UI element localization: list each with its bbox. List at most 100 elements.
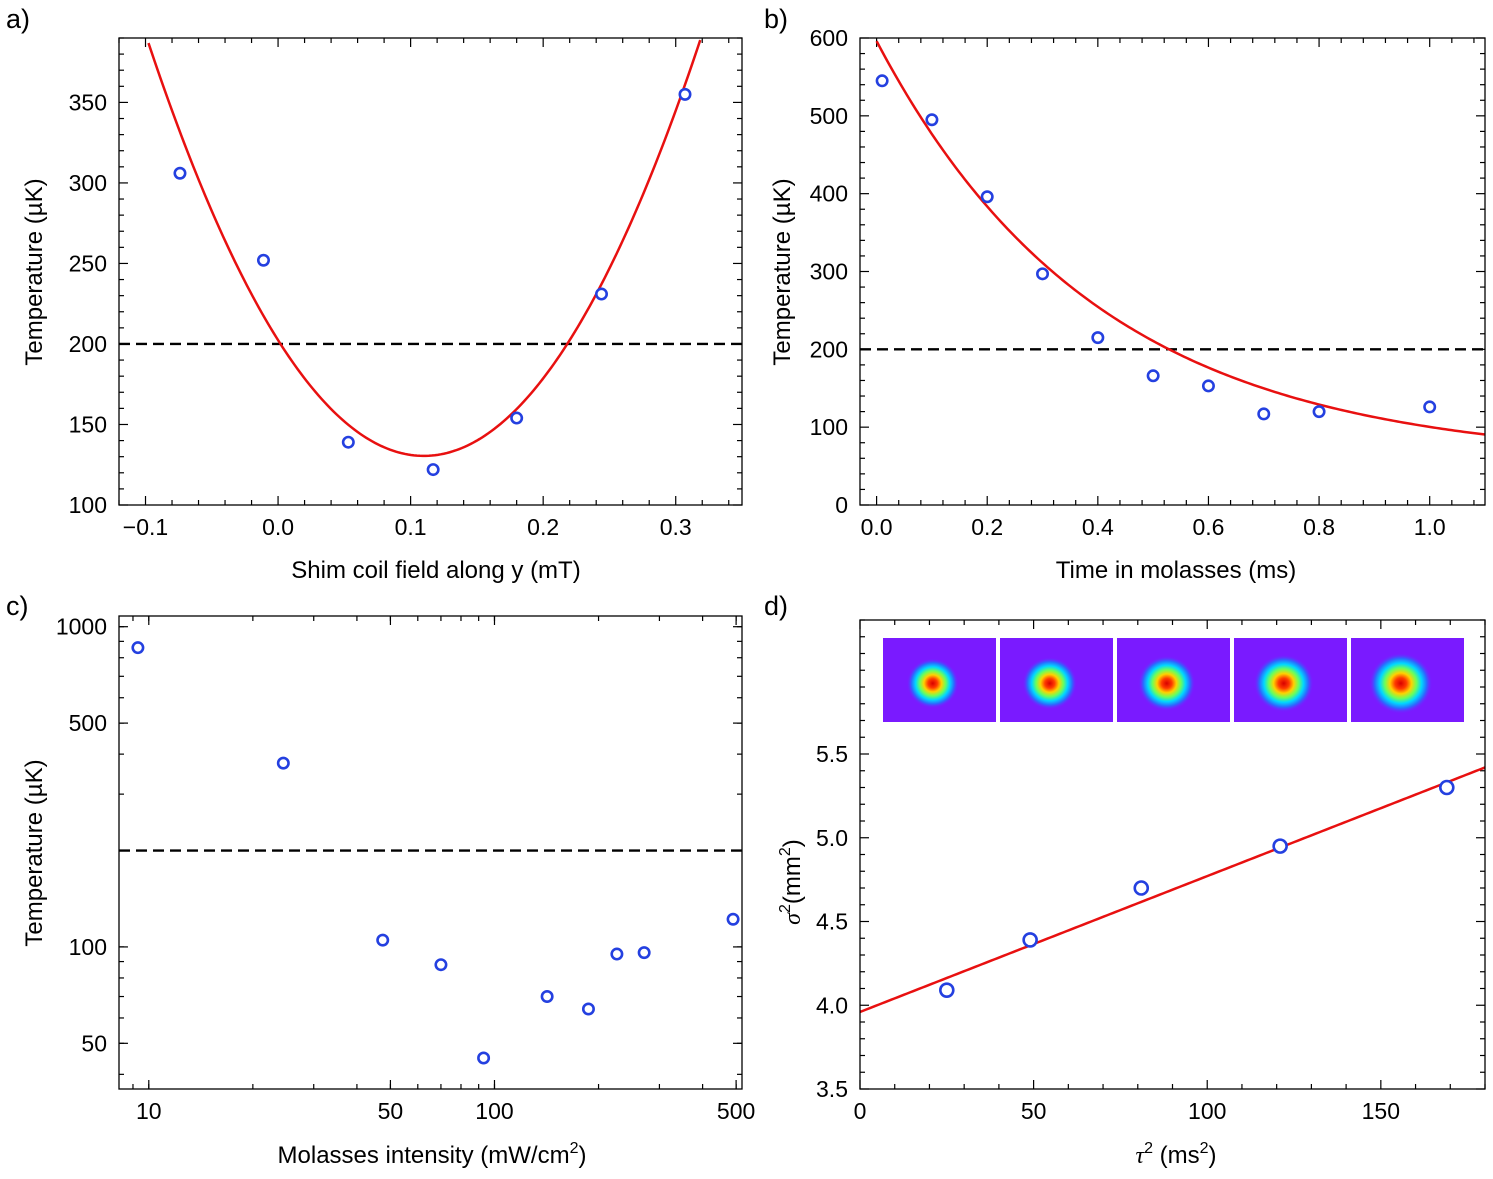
inset-cloud <box>1369 652 1433 714</box>
panel-c-xlabel-end: ) <box>578 1142 586 1169</box>
inset-cloud <box>1253 654 1314 713</box>
y-tick-label: 150 <box>69 411 107 437</box>
data-point <box>276 756 290 770</box>
panel-d-fit-curve <box>859 766 1486 1014</box>
data-point <box>875 74 889 88</box>
data-point <box>637 946 651 960</box>
y-tick-label: 100 <box>810 414 848 440</box>
panel-d-xlabel-sup: 2 <box>1144 1140 1153 1157</box>
data-point <box>477 1051 491 1065</box>
y-tick-label: 4.5 <box>816 909 848 935</box>
y-tick-label: 300 <box>810 259 848 285</box>
data-point <box>1257 407 1271 421</box>
panel-c: c) 10 50 100 500 50 100 500 1000 Molasses inten… <box>6 591 755 1169</box>
inset-image <box>883 638 996 722</box>
panel-a-frame <box>118 37 743 506</box>
inset-image <box>1000 638 1113 722</box>
x-tick-label: 0 <box>854 1098 867 1124</box>
panel-a-plot: −0.1 0.0 0.1 0.2 0.3 100 150 200 250 300 350 <box>69 37 742 540</box>
data-point <box>726 912 740 926</box>
data-point <box>173 166 187 180</box>
x-tick-label: 500 <box>717 1098 755 1124</box>
data-point <box>939 982 955 998</box>
panel-d-ticks <box>859 619 1486 1090</box>
y-tick-label: 500 <box>810 103 848 129</box>
x-tick-label: 0.2 <box>527 514 559 540</box>
panel-d-frame <box>859 619 1486 1090</box>
panel-c-xlabel: Molasses intensity (mW/cm2) <box>278 1140 587 1169</box>
inset-cloud <box>1138 655 1196 711</box>
panel-a: a) −0.1 0.0 0.1 0.2 0.3 100 150 200 250 300 350 Sh… <box>6 4 743 584</box>
y-tick-label: 100 <box>69 934 107 960</box>
data-point <box>510 411 524 425</box>
data-point <box>131 641 145 655</box>
panel-a-ylabel: Temperature (µK) <box>21 178 48 365</box>
panel-d-ylabel-sym: σ <box>780 912 806 925</box>
x-tick-label: 10 <box>136 1098 162 1124</box>
y-tick-label: 4.0 <box>816 992 848 1018</box>
panel-b-plot: 0.0 0.2 0.4 0.6 0.8 1.0 0 100 200 300 400 500 600 <box>810 25 1486 540</box>
data-point <box>581 1002 595 1016</box>
panel-c-ylabel: Temperature (µK) <box>21 759 48 946</box>
inset-image <box>1117 638 1230 722</box>
y-tick-label: 200 <box>810 336 848 362</box>
y-tick-label: 3.5 <box>816 1076 848 1102</box>
y-tick-label: 300 <box>69 170 107 196</box>
y-tick-label: 500 <box>69 710 107 736</box>
panel-d-ylabel-end: ) <box>779 839 806 847</box>
panel-b-ticks <box>860 37 1485 506</box>
panel-a-letter: a) <box>6 4 30 34</box>
data-point <box>594 287 608 301</box>
data-point <box>256 253 270 267</box>
data-point <box>1423 400 1437 414</box>
data-point <box>1146 369 1160 383</box>
panel-c-frame <box>118 615 743 1090</box>
panel-b-fit-curve <box>875 40 1486 436</box>
data-point <box>1036 267 1050 281</box>
panel-d-xlabel-mid: (ms <box>1153 1142 1200 1169</box>
panel-c-xlabel-main: Molasses intensity (mW/cm <box>278 1142 570 1169</box>
x-tick-label: 0.8 <box>1303 514 1335 540</box>
x-tick-label: 0.2 <box>971 514 1003 540</box>
panel-a-ticks <box>118 37 742 506</box>
y-tick-label: 5.5 <box>816 741 848 767</box>
y-tick-label: 200 <box>69 331 107 357</box>
y-tick-label: 600 <box>810 25 848 51</box>
panel-d-ylabel-mid: (mm <box>779 856 806 904</box>
panel-d-ylabel-sup2: 2 <box>777 847 794 856</box>
panel-d-xlabel-sup2: 2 <box>1200 1140 1209 1157</box>
x-tick-label: 100 <box>1188 1098 1226 1124</box>
panel-b: b) 0.0 0.2 0.4 0.6 0.8 1.0 0 100 200 300 400 500 600… <box>764 4 1486 584</box>
inset-image <box>1234 638 1347 722</box>
x-tick-label: 0.0 <box>262 514 294 540</box>
data-point <box>1312 405 1326 419</box>
panel-c-xlabel-sup: 2 <box>570 1140 579 1157</box>
panel-c-letter: c) <box>6 591 29 621</box>
x-tick-label: 50 <box>1021 1098 1047 1124</box>
data-point <box>1133 880 1150 896</box>
x-tick-label: −0.1 <box>123 514 168 540</box>
data-point <box>980 190 994 204</box>
panel-d-xlabel: τ2 (ms2) <box>1135 1140 1216 1169</box>
x-tick-label: 1.0 <box>1414 514 1446 540</box>
panel-d-ylabel-sup: 2 <box>777 904 794 913</box>
data-point <box>1201 379 1215 393</box>
x-tick-label: 50 <box>378 1098 404 1124</box>
panel-b-letter: b) <box>764 4 788 34</box>
panel-a-xlabel: Shim coil field along y (mT) <box>291 557 580 584</box>
y-tick-label: 400 <box>810 181 848 207</box>
panel-b-frame <box>859 37 1486 506</box>
data-point <box>341 435 355 449</box>
data-point <box>426 463 440 477</box>
x-tick-label: 0.0 <box>861 514 893 540</box>
x-tick-label: 150 <box>1362 1098 1400 1124</box>
panel-c-plot: 10 50 100 500 50 100 500 1000 <box>56 614 755 1124</box>
x-tick-label: 0.4 <box>1082 514 1114 540</box>
data-point <box>610 947 624 961</box>
x-tick-label: 100 <box>475 1098 513 1124</box>
y-tick-label: 5.0 <box>816 825 848 851</box>
data-point <box>1022 932 1038 948</box>
panel-b-ylabel: Temperature (µK) <box>769 178 796 365</box>
y-tick-label: 250 <box>69 250 107 276</box>
